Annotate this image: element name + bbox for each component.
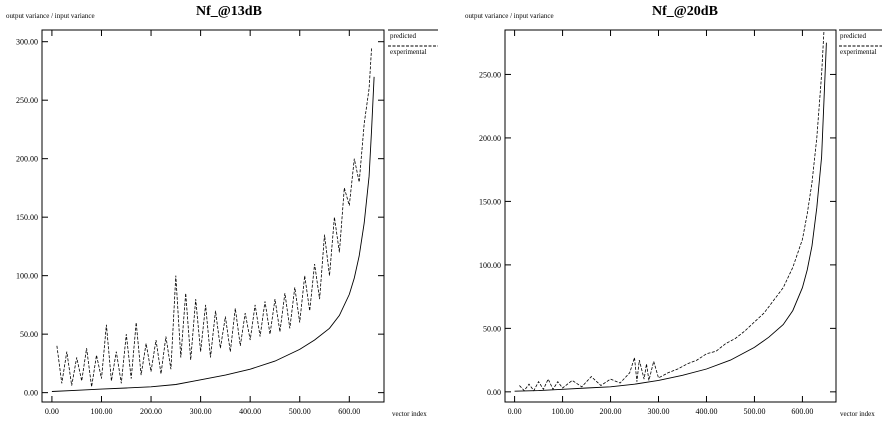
x-tick-label-left: 400.00 xyxy=(239,407,261,416)
y-tick-label-right: 50.00 xyxy=(483,324,501,333)
chart-panel-left: 0.00 100.00 200.00 300.00 400.00 500.00 600.00… xyxy=(6,4,438,418)
x-tick-label-right: 300.00 xyxy=(648,407,670,416)
series-line-experimental-left xyxy=(56,47,372,387)
legend-label-experimental-right: experimental xyxy=(840,48,877,56)
x-tick-label-left: 200.00 xyxy=(140,407,162,416)
y-tick-label-right: 150.00 xyxy=(479,197,501,206)
x-tick-label-left: 100.00 xyxy=(90,407,112,416)
y-axis-label-left: output variance / input variance xyxy=(6,12,95,20)
y-tick-label-right: 200.00 xyxy=(479,134,501,143)
x-tick-label-right: 500.00 xyxy=(743,407,765,416)
chart-panel-right: 0.00 100.00 200.00 300.00 400.00 500.00 600.00… xyxy=(441,0,882,424)
y-tick-label-left: 200.00 xyxy=(16,155,38,164)
legend-label-experimental-left: experimental xyxy=(390,48,427,56)
chart-title-left: Nf_@13dB xyxy=(196,4,262,19)
x-tick-label-right: 100.00 xyxy=(552,407,574,416)
series-line-predicted-right xyxy=(514,42,827,392)
y-tick-label-left: 150.00 xyxy=(16,213,38,222)
series-line-predicted-left xyxy=(51,76,375,392)
series-line-experimental-right xyxy=(519,29,825,392)
x-tick-label-right: 0.00 xyxy=(508,407,522,416)
y-tick-label-left: 300.00 xyxy=(16,38,38,47)
y-axis-label-right: output variance / input variance xyxy=(465,12,554,20)
legend-label-predicted-left: predicted xyxy=(390,32,417,40)
y-tick-label-right: 0.00 xyxy=(487,388,501,397)
x-tick-label-left: 300.00 xyxy=(190,407,212,416)
y-tick-label-right: 100.00 xyxy=(479,261,501,270)
legend-label-predicted-right: predicted xyxy=(840,32,867,40)
x-tick-label-right: 400.00 xyxy=(695,407,717,416)
x-tick-label-right: 600.00 xyxy=(791,407,813,416)
x-axis-label-left: vector index xyxy=(392,410,427,418)
y-tick-label-left: 50.00 xyxy=(20,330,38,339)
x-tick-label-right: 200.00 xyxy=(600,407,622,416)
plot-frame-left xyxy=(41,29,385,403)
y-tick-label-left: 0.00 xyxy=(24,389,38,398)
plot-frame-right xyxy=(504,29,837,403)
x-axis-label-right: vector index xyxy=(840,410,875,418)
x-tick-label-left: 500.00 xyxy=(289,407,311,416)
chart-title-right: Nf_@20dB xyxy=(652,4,718,19)
line-chart-right: 0.00 100.00 200.00 300.00 400.00 500.00 600.00… xyxy=(479,29,882,416)
y-tick-label-left: 100.00 xyxy=(16,272,38,281)
x-tick-label-left: 0.00 xyxy=(45,407,59,416)
y-tick-label-left: 250.00 xyxy=(16,96,38,105)
line-chart-left: 0.00 100.00 200.00 300.00 400.00 500.00 600.00… xyxy=(16,29,438,416)
y-tick-label-right: 250.00 xyxy=(479,70,501,79)
x-tick-label-left: 600.00 xyxy=(338,407,360,416)
